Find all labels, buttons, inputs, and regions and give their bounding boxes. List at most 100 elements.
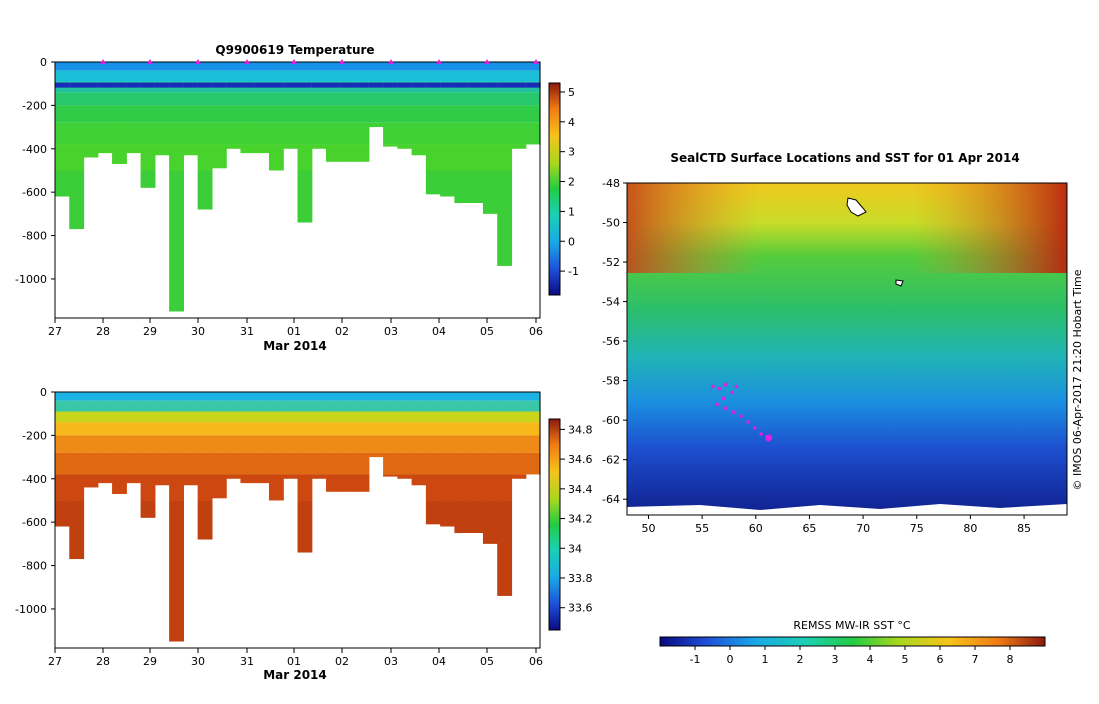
profile-cell [297,452,313,475]
profile-cell [297,70,313,82]
profile-cell [211,122,227,145]
profile-cell [154,105,170,123]
profile-cell [126,62,142,71]
profile-cell [154,411,170,423]
profile-cell [326,92,341,106]
profile-cell [211,92,227,106]
profile-cell [297,92,313,106]
cold-layer-cell [454,82,470,88]
profile-cell [326,122,341,145]
lat-tick-label: -62 [602,454,620,467]
profile-cell [254,105,270,123]
profile-cell [468,435,484,453]
profile-cell [411,122,427,145]
cold-layer-cell [411,82,427,88]
profile-cell [454,92,470,106]
profile-cell [482,400,498,412]
profile-cell [283,105,299,123]
profile-cell [69,400,85,412]
seal-location-dot [746,420,751,424]
colorbar-tick-label: 33.8 [568,572,593,585]
profile-cell [368,452,384,458]
seal-location-dot [752,426,757,430]
profile-cell [268,122,284,145]
profile-cell [254,144,270,154]
profile-cell [497,122,513,145]
profile-cell [169,122,184,145]
x-tick-label: 02 [335,655,349,668]
profile-cell [397,452,413,475]
profile-cell [411,144,427,156]
profile-cell [497,411,513,423]
profile-cell [283,452,299,475]
profile-cell [297,62,313,71]
seal-location-dot [731,410,735,415]
profile-cell [482,62,498,71]
colorbar-tick-label: 34.6 [568,453,593,466]
lat-tick-label: -54 [602,296,620,309]
profile-cell [140,144,156,171]
profile-cell [268,452,284,475]
profile-cell [126,422,142,436]
profile-cell [425,422,441,436]
x-tick-label: 05 [480,655,494,668]
profile-cell [368,62,384,71]
profile-cell [468,92,484,106]
x-tick-label: 27 [48,655,62,668]
profile-cell [240,105,256,123]
profile-cell [140,105,156,123]
profile-cell [240,411,256,423]
profile-cell [468,422,484,436]
profile-cell [397,70,413,82]
sst-colorbar-tick-label: 5 [902,653,909,666]
profile-cell [240,144,256,154]
profile-cell [83,122,99,145]
profile-cell [112,105,127,123]
profile-cell [326,474,341,492]
profile-cell [326,422,341,436]
profile-cell [440,144,456,171]
profile-cell [254,62,270,71]
y-tick-label: -800 [22,230,47,243]
cold-layer-cell [55,82,70,88]
profile-cell [140,392,156,401]
x-tick-label: 03 [384,655,398,668]
profile-cell [326,411,341,423]
profile-cell [112,392,127,401]
profile-cell [354,92,370,106]
profile-cell [440,70,456,82]
profile-cell [240,400,256,412]
temperature-section-panel: Q9900619 Temperature 0 -200 -400 -600 -800 -1… [15,43,579,353]
profile-cell [226,105,242,123]
profile-cell [497,474,513,501]
profile-cell [411,474,427,486]
profile-cell [183,122,199,145]
profile-cell [383,122,398,145]
profile-cell [183,452,199,475]
profile-cell [211,105,227,123]
profile-cell [440,122,456,145]
x-tick-label: 03 [384,325,398,338]
profile-cell [511,422,527,436]
profile-cell [169,411,184,423]
profile-cell [283,411,299,423]
profile-cell [69,62,85,71]
profile-cell [311,411,327,423]
profile-cell [154,70,170,82]
profile-cell [112,411,127,423]
profile-cell [297,435,313,453]
profile-cell [525,400,541,412]
profile-cell [354,435,370,453]
profile-cell [55,422,70,436]
salinity-section-panel: 0 -200 -400 -600 -800 -1000 27 28 29 30 31 01 02 03 0… [15,386,592,682]
profile-cell [268,62,284,71]
profile-cell [454,411,470,423]
cold-layer-cell [525,82,541,88]
profile-marker [195,59,201,64]
x-tick-label: 04 [432,655,446,668]
profile-cell [55,62,70,71]
profile-cell [154,474,170,486]
profile-cell [226,144,242,149]
profile-cell [340,452,356,475]
profile-cell [354,452,370,475]
